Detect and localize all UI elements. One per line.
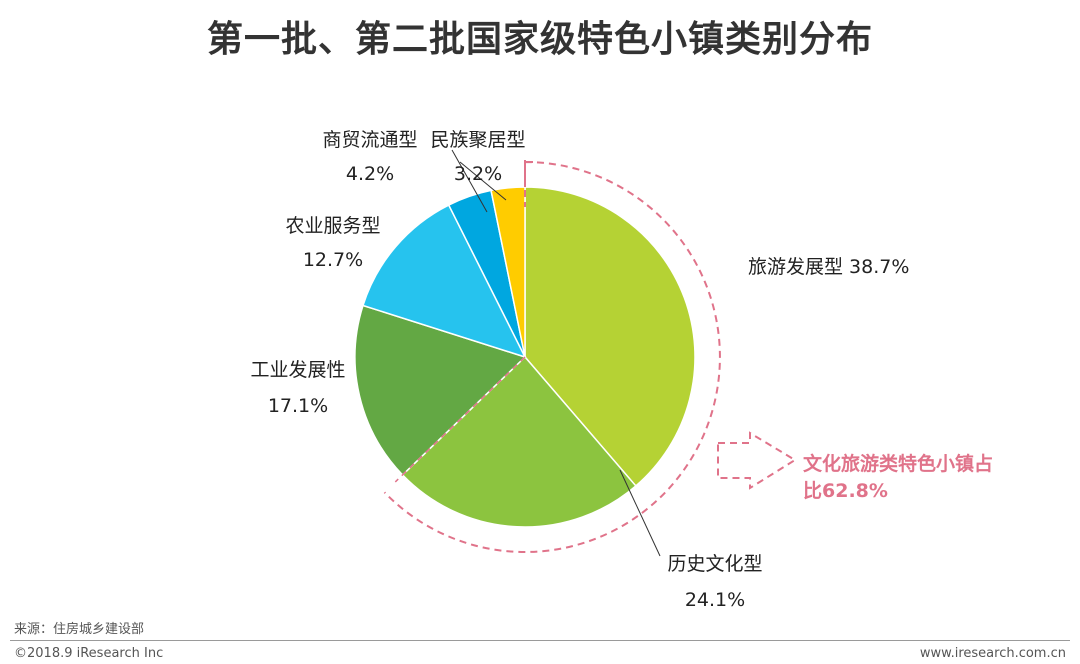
- leader-line: [459, 161, 507, 201]
- callout-arrow: [717, 431, 797, 490]
- footer-divider: [10, 640, 1070, 641]
- callout-text-line1: 文化旅游类特色小镇占: [803, 452, 993, 475]
- slice-value-ethnic: 3.2%: [454, 163, 502, 185]
- slice-value-agriculture: 12.7%: [303, 249, 363, 271]
- website-url: www.iresearch.com.cn: [919, 646, 1066, 661]
- slice-value-history: 24.1%: [685, 589, 745, 611]
- highlight-outline-cap: [524, 161, 533, 207]
- pie-slice-agriculture: [362, 204, 527, 359]
- source-note: 来源：住房城乡建设部: [14, 622, 145, 637]
- leader-line: [451, 149, 488, 213]
- slice-value-industry: 17.1%: [268, 395, 328, 417]
- callout-text-line2: 比62.8%: [803, 480, 888, 502]
- copyright: ©2018.9 iResearch Inc: [14, 646, 164, 661]
- slice-name-commerce: 商贸流通型: [322, 129, 417, 151]
- pie-slice-history: [401, 355, 637, 528]
- leader-line: [619, 469, 661, 557]
- slice-name-agriculture: 农业服务型: [285, 215, 380, 237]
- slice-name-history: 历史文化型: [667, 553, 762, 575]
- page-title: 第一批、第二批国家级特色小镇类别分布: [206, 19, 873, 60]
- slice-name-ethnic: 民族聚居型: [430, 129, 525, 151]
- slice-name-industry: 工业发展性: [250, 359, 345, 381]
- slice-value-commerce: 4.2%: [346, 163, 394, 185]
- pie-slice-tourism: [524, 186, 696, 487]
- slice-label-tourism: 旅游发展型 38.7%: [748, 256, 909, 278]
- highlight-outline: [383, 160, 721, 553]
- highlight-separator: [394, 356, 526, 483]
- pie-slice-industry: [354, 304, 527, 476]
- pie-chart: 旅游发展型 38.7% 历史文化型 24.1% 工业发展性 17.1% 农业服务型 12.7…: [250, 129, 993, 611]
